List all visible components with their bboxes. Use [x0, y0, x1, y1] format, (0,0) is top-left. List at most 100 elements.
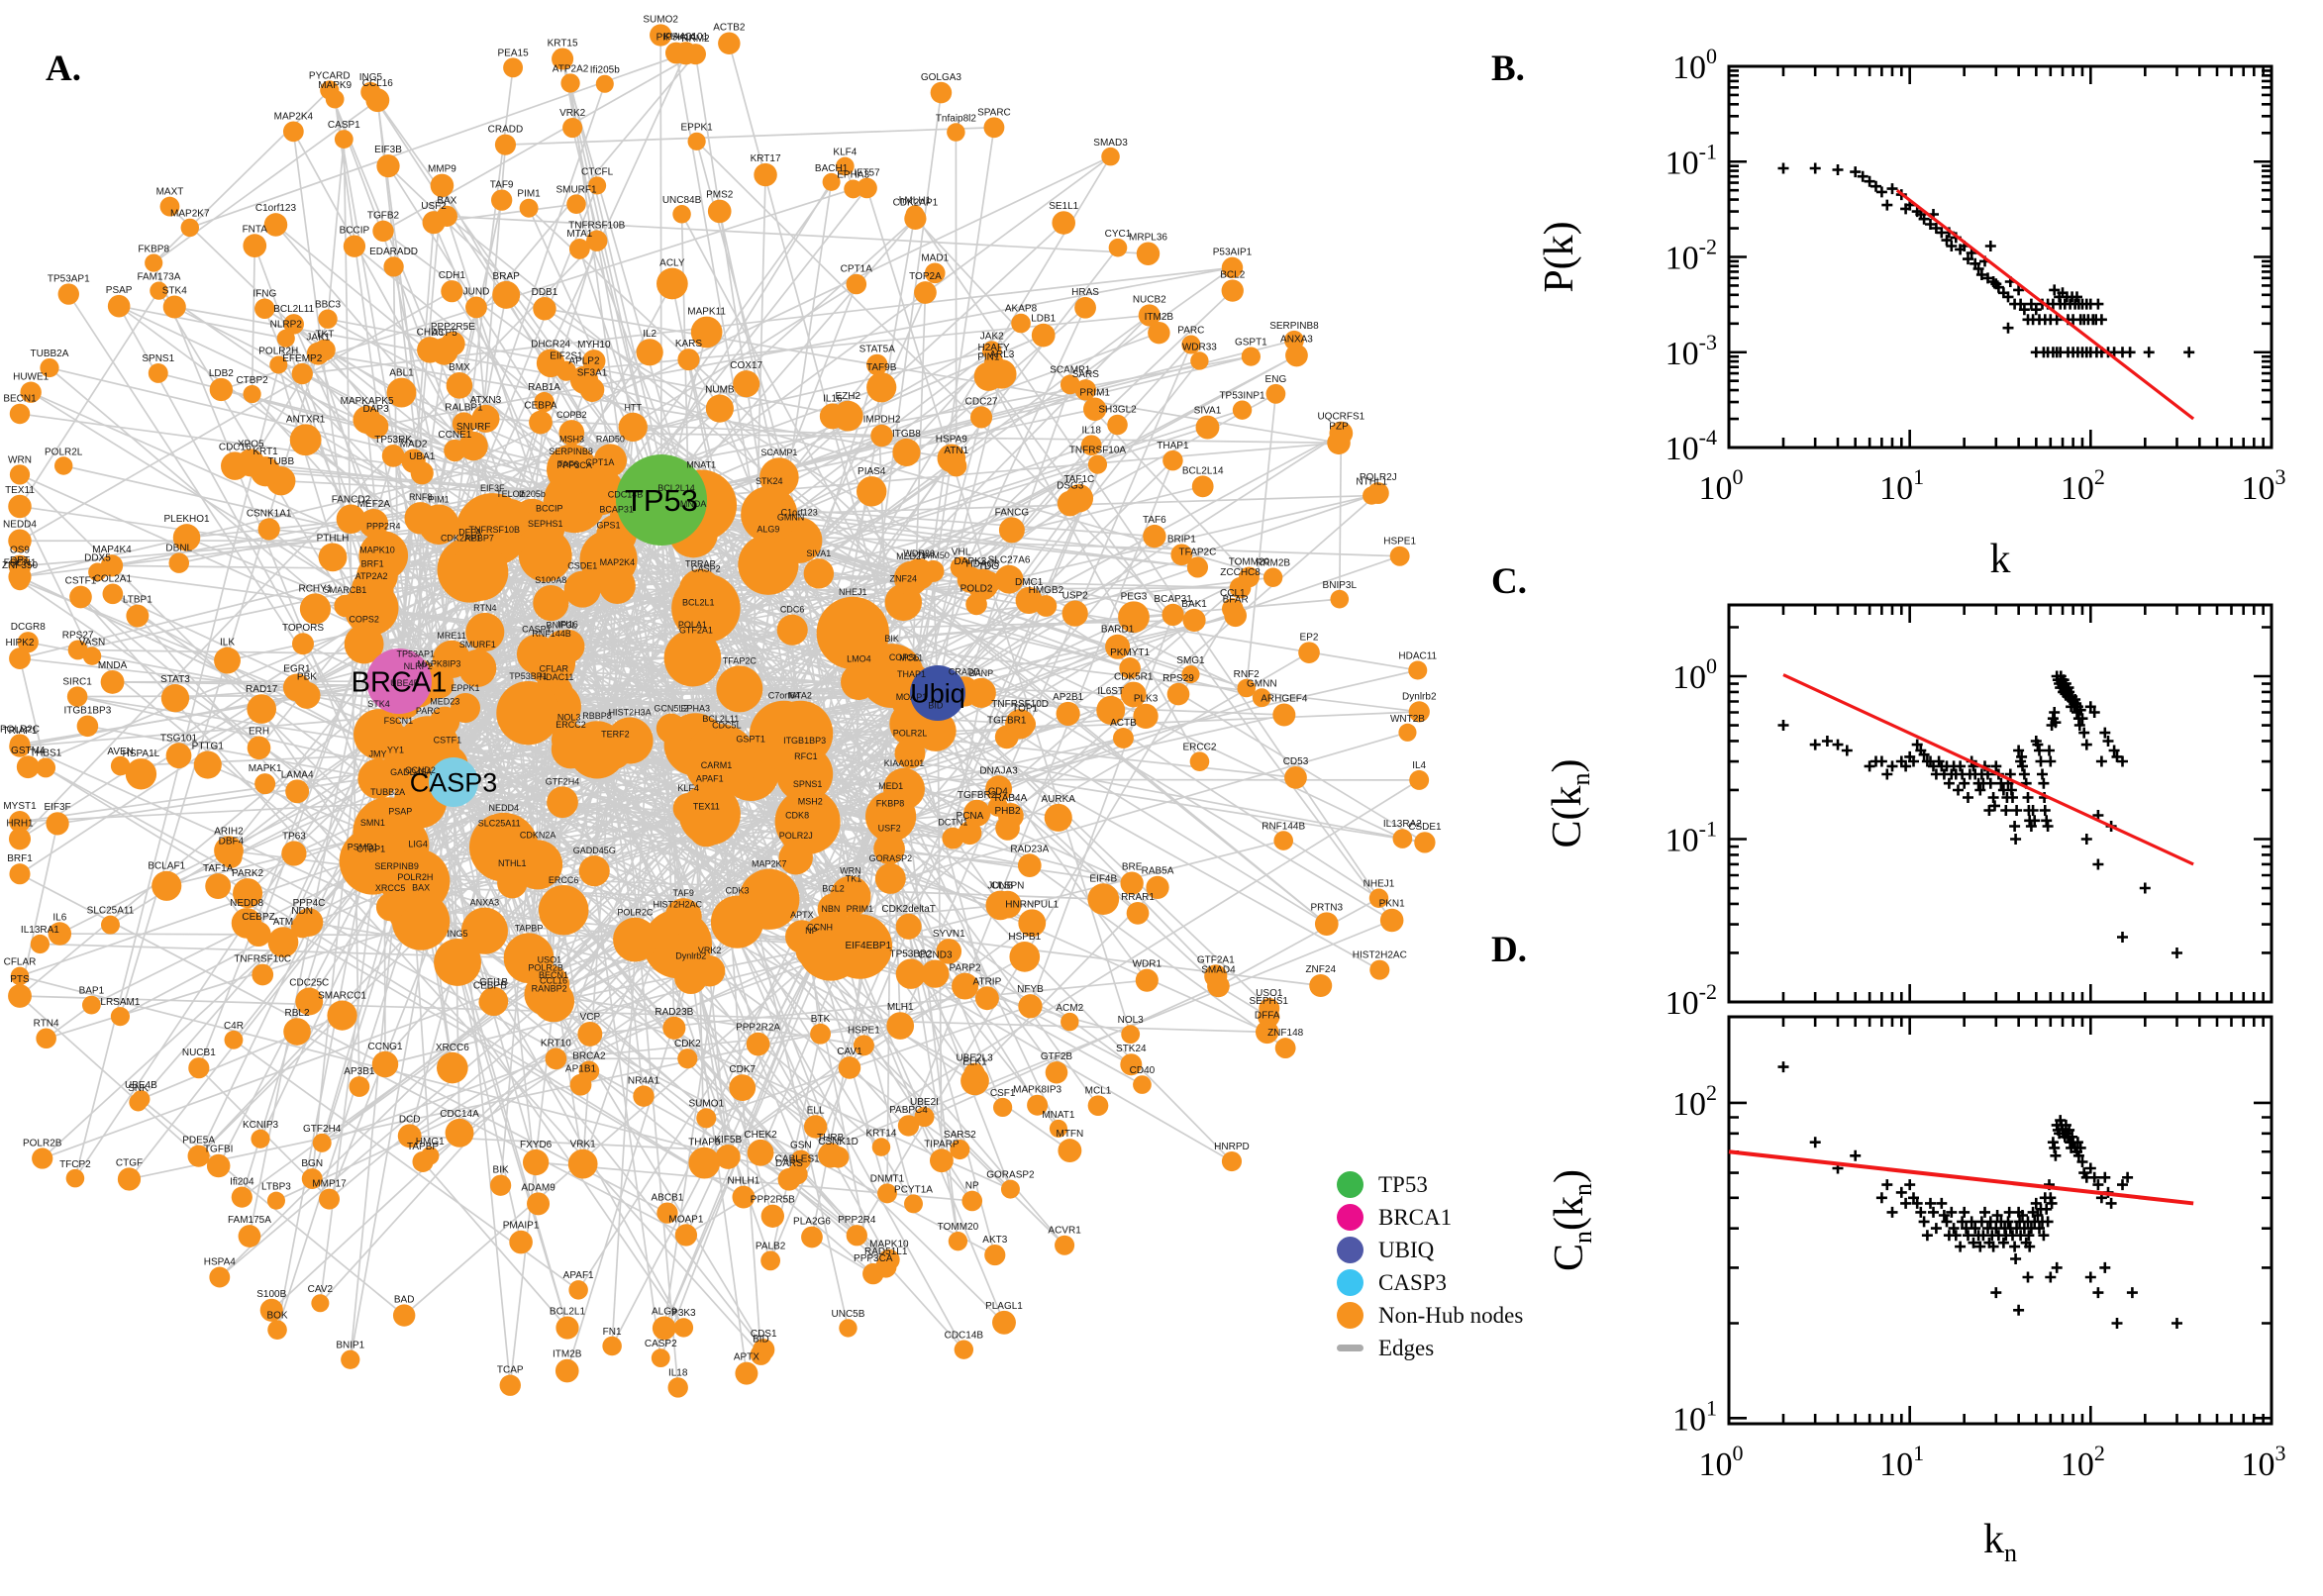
gene-label: PZP	[1329, 422, 1349, 433]
gene-label: EIF2S1	[550, 351, 583, 362]
network-node	[827, 1146, 850, 1168]
network-node	[9, 464, 31, 485]
network-node	[243, 234, 267, 258]
network-node	[993, 1097, 1013, 1118]
gene-label: BCCIP	[340, 226, 370, 237]
gene-label: RTN4	[473, 603, 496, 613]
legend-item-tp53: TP53	[1337, 1171, 1523, 1198]
gene-label: TNFRSF10C	[234, 954, 291, 965]
gene-label: DCGR8	[11, 622, 46, 633]
gene-label: HSPE1	[848, 1025, 880, 1036]
gene-label: HMG1	[416, 1137, 445, 1147]
gene-label: TAF6	[557, 459, 578, 469]
network-node	[1366, 482, 1389, 505]
gene-label: RAD23B	[655, 1007, 693, 1018]
network-node	[547, 786, 578, 819]
gene-label: CCNG1	[368, 1042, 403, 1052]
gene-label: HIST2H2AC	[1353, 950, 1407, 961]
gene-label: POLR2B	[528, 963, 563, 973]
panel-c-chart: 100 10-1 10-2 C(kn​)	[1545, 603, 2273, 1022]
gene-label: TEX11	[5, 485, 35, 496]
gene-label: Dynlrb2	[1402, 691, 1437, 702]
network-node	[8, 529, 32, 552]
gene-label: H2AFY	[978, 343, 1011, 353]
gene-label: CEBPB	[473, 981, 507, 992]
network-node	[290, 915, 314, 939]
gene-label: PIAS4	[858, 466, 886, 477]
network-node	[965, 593, 987, 616]
gene-label: THBS1	[30, 748, 62, 759]
network-node	[533, 585, 569, 622]
gene-label: TERF2	[601, 730, 630, 740]
gene-label: FNTA	[243, 224, 268, 235]
gene-label: SIVA1	[1194, 406, 1222, 417]
network-node	[1108, 238, 1128, 257]
y-tick-label: 100	[1672, 44, 1717, 86]
network-node	[613, 917, 657, 962]
gene-label: C1orf123	[255, 203, 297, 214]
gene-label: MED24	[896, 551, 926, 561]
edge-line	[427, 747, 796, 859]
network-node	[803, 1115, 828, 1139]
network-node	[247, 694, 277, 724]
network-node	[372, 220, 394, 243]
edge-line	[321, 692, 939, 1145]
gene-label: SLC27A6	[988, 555, 1031, 566]
network-node	[582, 349, 606, 373]
gene-label: CDK2AP1	[441, 534, 481, 544]
gene-label: MTFN	[1056, 1129, 1083, 1140]
gene-label: BCL2	[1220, 269, 1245, 280]
network-node	[1027, 1094, 1049, 1116]
network-node	[1148, 321, 1170, 345]
network-node	[1056, 701, 1080, 727]
network-node	[950, 1140, 970, 1160]
gene-label: P3K3	[671, 1308, 696, 1319]
gene-label: HIST2H2AC	[654, 900, 703, 910]
network-node	[536, 349, 565, 378]
gene-label: CHEK2	[744, 1130, 777, 1141]
hub-label: BRCA1	[352, 666, 448, 698]
gene-label: ACTB2	[713, 23, 746, 34]
edge-line	[1218, 897, 1379, 987]
gene-label: SUMO2	[643, 14, 678, 25]
gene-label: TNFRSF10A	[1069, 446, 1127, 456]
gene-label: BRAP	[493, 271, 521, 282]
gene-label: DSG3	[1057, 481, 1084, 492]
gene-label: CRADD	[949, 666, 981, 676]
gene-label: TFAP2C	[1179, 547, 1217, 557]
gene-label: RAD51L1	[864, 1247, 908, 1257]
edge-line	[509, 1001, 555, 1386]
gene-label: APTX	[734, 1352, 759, 1363]
network-node	[718, 32, 741, 55]
edge-line	[226, 659, 685, 1329]
network-node	[1392, 829, 1413, 848]
gene-label: LTBP1	[123, 595, 152, 606]
edge-line	[118, 305, 461, 560]
gene-label: BCCIP	[536, 504, 563, 514]
network-node	[205, 873, 232, 899]
network-node	[349, 1076, 370, 1097]
gene-label: ARL3	[989, 349, 1014, 360]
network-node	[1408, 701, 1430, 723]
network-node	[560, 73, 580, 93]
network-node	[441, 280, 463, 303]
network-node	[102, 583, 124, 605]
network-node	[874, 862, 906, 894]
gene-label: ANXA3	[1280, 335, 1313, 346]
gene-label: RAD23A	[1010, 844, 1049, 854]
gene-label: FKBP8	[876, 798, 905, 808]
gene-label: MNDA	[680, 499, 707, 509]
gene-label: PSMD1	[348, 842, 378, 851]
network-node	[8, 828, 32, 850]
gene-label: HDAC8	[965, 559, 999, 570]
network-node	[846, 273, 867, 295]
gene-label: HTT	[625, 403, 643, 413]
gene-label: NUMB	[705, 385, 735, 396]
gene-label: HSPA4	[204, 1257, 236, 1268]
gene-label: SCAMP1	[760, 448, 797, 457]
network-node	[651, 1348, 670, 1368]
gene-label: NTHL1	[1356, 476, 1387, 487]
gene-label: ALG9	[652, 1306, 677, 1317]
gene-label: APAF1	[563, 1270, 594, 1281]
gene-label: RNF144B	[532, 629, 571, 639]
